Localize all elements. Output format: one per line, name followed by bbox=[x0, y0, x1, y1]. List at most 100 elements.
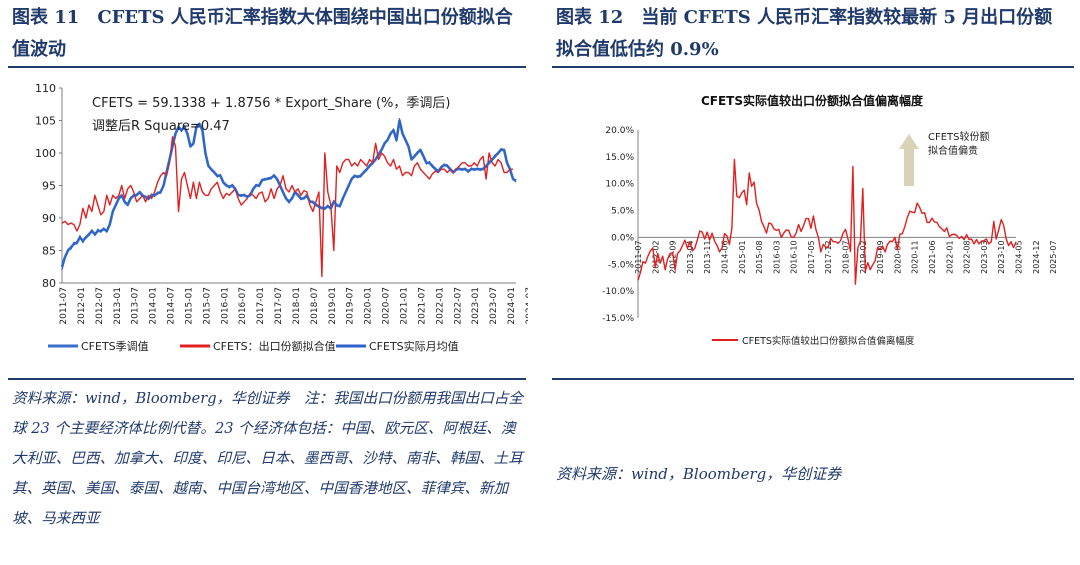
x-tick-label: 2023-07 bbox=[489, 287, 499, 325]
x-tick-label: 2016-10 bbox=[790, 240, 799, 273]
y-tick-label: 105 bbox=[35, 115, 56, 128]
series-line bbox=[61, 136, 513, 278]
x-tick-label: 2017-12 bbox=[824, 240, 833, 273]
legend-label: CFETS季调值 bbox=[81, 340, 149, 353]
x-tick-label: 2020-01 bbox=[364, 287, 374, 325]
chart-12: CFETS实际值较出口份额拟合值偏离幅度 -15.0% -10.0% -5.0% 0.… bbox=[602, 93, 1058, 347]
chart-12-source-note: 资料来源：wind，Bloomberg，华创证券 bbox=[556, 465, 842, 483]
chart-11-title: 图表 11 CFETS 人民币汇率指数大体围绕中国出口份额拟合值波动 bbox=[12, 7, 513, 60]
annotation-line-2: 拟合值偏贵 bbox=[928, 144, 978, 157]
overvalued-arrow bbox=[899, 134, 919, 186]
y-tick-label: 15.0% bbox=[605, 153, 634, 163]
x-tick-label: 2019-01 bbox=[328, 287, 338, 325]
x-tick-label: 2012-01 bbox=[77, 287, 87, 325]
x-tick-label: 2024-01 bbox=[507, 287, 517, 325]
y-tick-label: 20.0% bbox=[605, 126, 634, 136]
x-tick-label: 2019-07 bbox=[346, 287, 356, 325]
legend-label: CFETS实际值较出口份额拟合值偏离幅度 bbox=[742, 335, 915, 347]
source-rule bbox=[552, 378, 1074, 380]
y-tick-label: 10.0% bbox=[605, 180, 634, 190]
x-tick-label: 2013-04 bbox=[686, 240, 695, 273]
up-arrow-icon bbox=[899, 134, 919, 186]
x-tick-labels: 2011-07 2012-02 2012-09 2013-04 2013-11 2014-… bbox=[634, 240, 1058, 273]
x-tick-label: 2024-12 bbox=[1032, 240, 1041, 273]
y-tick-label: 95 bbox=[42, 180, 56, 193]
x-tick-label: 2021-06 bbox=[928, 240, 937, 273]
x-tick-label: 2018-07 bbox=[842, 240, 851, 273]
series-line bbox=[60, 119, 517, 268]
y-tick-labels: -15.0% -10.0% -5.0% 0.0% 5.0% 10.0% 15.0% 20.0% bbox=[602, 126, 634, 324]
x-tick-label: 2015-01 bbox=[738, 240, 747, 273]
axes bbox=[59, 87, 516, 284]
x-tick-label: 2025-07 bbox=[1049, 240, 1058, 273]
y-tick-label: -5.0% bbox=[608, 260, 635, 270]
x-tick-label: 2013-01 bbox=[113, 287, 123, 325]
x-tick-label: 2014-01 bbox=[149, 287, 159, 325]
y-tick-label: 90 bbox=[42, 212, 56, 225]
legend: CFETS季调值 CFETS：出口份额拟合值 CFETS实际月均值 bbox=[48, 339, 459, 353]
x-tick-label: 2012-02 bbox=[651, 240, 660, 273]
x-tick-label: 2017-01 bbox=[256, 287, 266, 325]
y-tick-label: 5.0% bbox=[611, 207, 634, 217]
x-tick-label: 2022-08 bbox=[963, 240, 972, 273]
x-tick-label: 2018-07 bbox=[310, 287, 320, 325]
source-rule bbox=[8, 378, 526, 380]
y-tick-label: 110 bbox=[35, 82, 56, 95]
y-tick-label: 80 bbox=[42, 277, 56, 290]
x-tick-label: 2015-07 bbox=[202, 287, 212, 325]
series-line bbox=[637, 158, 1017, 285]
x-tick-label: 2015-08 bbox=[755, 240, 764, 273]
x-tick-label: 2015-01 bbox=[184, 287, 194, 325]
y-tick-labels: 80 85 90 95 100 105 110 bbox=[35, 82, 56, 290]
y-tick-label: 100 bbox=[35, 147, 56, 160]
legend: CFETS实际值较出口份额拟合值偏离幅度 bbox=[712, 335, 915, 347]
chart-12-title: 图表 12 当前 CFETS 人民币汇率指数较最新 5 月出口份额拟合值低估约 … bbox=[556, 7, 1053, 60]
y-tick-label: -10.0% bbox=[602, 287, 634, 297]
x-tick-label: 2019-02 bbox=[859, 240, 868, 273]
series-lines bbox=[637, 158, 1017, 285]
x-tick-label: 2019-09 bbox=[876, 240, 885, 273]
x-tick-label: 2011-07 bbox=[59, 287, 69, 325]
x-tick-label: 2023-10 bbox=[997, 240, 1006, 273]
x-tick-label: 2022-01 bbox=[435, 287, 445, 325]
legend-label: CFETS实际月均值 bbox=[369, 339, 459, 353]
y-tick-label: -15.0% bbox=[602, 314, 634, 324]
y-tick-label: 85 bbox=[42, 245, 56, 258]
x-tick-label: 2018-01 bbox=[292, 287, 302, 325]
x-tick-label: 2016-07 bbox=[238, 287, 248, 325]
x-tick-label: 2016-03 bbox=[772, 240, 781, 273]
r-square-label: 调整后R Square=0.47 bbox=[92, 119, 230, 134]
x-tick-labels: 2011-07 2012-01 2012-07 2013-01 2013-07 2014-… bbox=[59, 287, 528, 325]
chart-12-inner-title: CFETS实际值较出口份额拟合值偏离幅度 bbox=[701, 93, 924, 108]
x-tick-label: 2021-07 bbox=[417, 287, 427, 325]
x-tick-label: 2020-07 bbox=[382, 287, 392, 325]
x-tick-label: 2013-07 bbox=[131, 287, 141, 325]
axes bbox=[637, 130, 1016, 318]
x-tick-label: 2011-07 bbox=[634, 240, 643, 273]
x-tick-label: 2020-11 bbox=[911, 240, 920, 273]
x-tick-label: 2021-01 bbox=[400, 287, 410, 325]
x-tick-label: 2017-07 bbox=[274, 287, 284, 325]
x-tick-label: 2022-01 bbox=[945, 240, 954, 273]
x-tick-label: 2017-05 bbox=[807, 240, 816, 273]
y-tick-label: 0.0% bbox=[611, 233, 634, 243]
annotation-line-1: CFETS较份额 bbox=[928, 130, 990, 143]
series-lines bbox=[60, 117, 517, 278]
legend-label: CFETS：出口份额拟合值 bbox=[213, 339, 336, 353]
regression-equation: CFETS = 59.1338 + 1.8756 * Export_Share … bbox=[92, 96, 450, 111]
title-rule bbox=[8, 66, 526, 68]
x-tick-label: 2024-07 bbox=[525, 287, 528, 325]
x-tick-label: 2024-05 bbox=[1014, 240, 1023, 273]
x-tick-label: 2012-07 bbox=[95, 287, 105, 325]
chart-11-source-note: 资料来源：wind，Bloomberg，华创证券 注：我国出口份额用我国出口占全… bbox=[12, 390, 524, 527]
x-tick-label: 2023-03 bbox=[980, 240, 989, 273]
x-tick-label: 2023-01 bbox=[471, 287, 481, 325]
x-tick-label: 2014-06 bbox=[720, 240, 729, 273]
x-tick-label: 2013-11 bbox=[703, 240, 712, 273]
title-rule bbox=[552, 66, 1074, 68]
x-tick-label: 2016-01 bbox=[220, 287, 230, 325]
series-line bbox=[61, 117, 517, 271]
x-tick-label: 2022-07 bbox=[453, 287, 463, 325]
x-tick-label: 2014-07 bbox=[167, 287, 177, 325]
